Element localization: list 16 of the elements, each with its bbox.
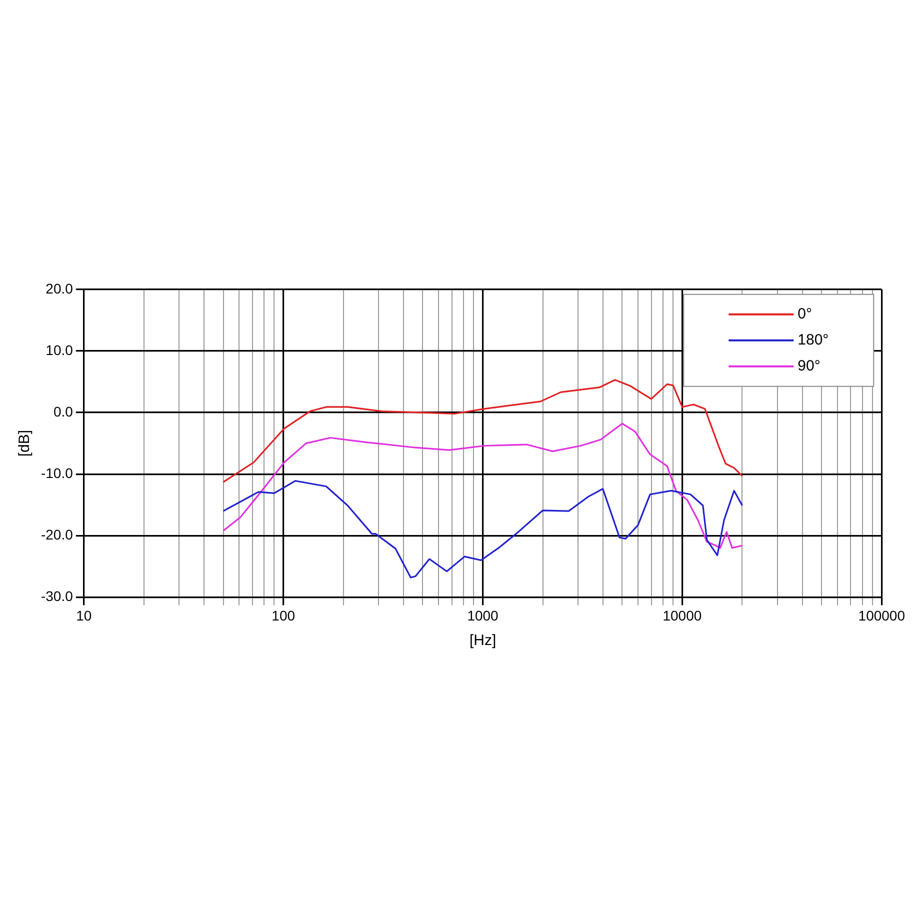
y-tick-label: -10.0 [40,464,74,481]
y-tick-label: 0.0 [53,403,74,420]
x-tick-label: 100 [272,607,296,624]
y-axis-title: [dB] [16,430,34,457]
y-tick-label: 20.0 [46,280,74,296]
x-tick-label: 10 [76,607,92,624]
x-tick-label: 1000 [467,607,499,624]
legend-label: 90° [798,358,820,375]
legend-label: 180° [798,332,829,349]
x-tick-label: 100000 [858,607,906,624]
y-tick-label: -20.0 [40,526,74,542]
x-axis-title: [Hz] [469,632,496,650]
y-tick-label: 10.0 [46,342,74,358]
y-tick-label: -30.0 [40,588,74,604]
x-tick-label: 10000 [662,607,702,624]
legend-label: 0° [798,306,812,323]
